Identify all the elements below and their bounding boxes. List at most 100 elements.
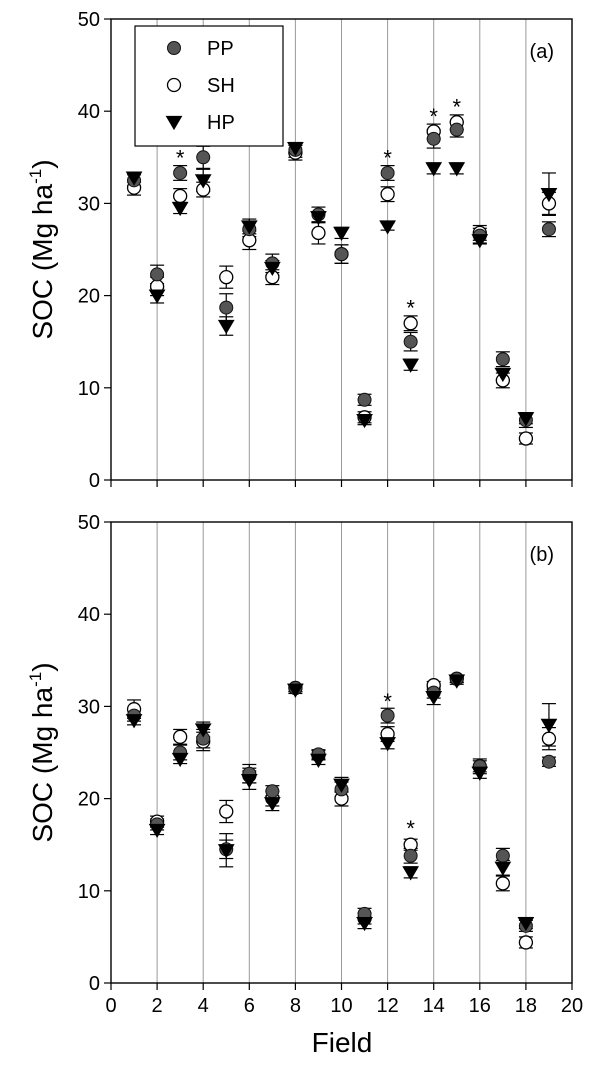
point-hp bbox=[217, 844, 235, 859]
x-tick-label: 20 bbox=[561, 995, 583, 1017]
point-hp bbox=[402, 358, 420, 373]
point-hp bbox=[540, 718, 558, 733]
point-hp bbox=[379, 737, 396, 752]
point-pp bbox=[219, 300, 234, 315]
point-hp bbox=[125, 714, 143, 729]
y-axis-label-text: SOC (Mg ha bbox=[27, 687, 58, 843]
x-tick-label: 0 bbox=[105, 995, 116, 1017]
y-tick-label: 0 bbox=[89, 973, 100, 995]
point-hp bbox=[125, 171, 143, 186]
point-sh bbox=[495, 876, 511, 891]
point-hp bbox=[517, 916, 535, 932]
y-tick-label: 20 bbox=[78, 286, 100, 308]
point-hp bbox=[356, 916, 373, 932]
point-hp bbox=[240, 774, 258, 789]
point-pp bbox=[380, 165, 395, 180]
point-hp bbox=[333, 778, 350, 793]
point-hp bbox=[448, 674, 466, 689]
legend-box bbox=[134, 25, 284, 147]
point-hp bbox=[194, 174, 212, 189]
point-hp bbox=[310, 211, 327, 226]
point-hp bbox=[425, 162, 443, 177]
y-tick-label: 30 bbox=[78, 696, 100, 718]
legend-marker-pp bbox=[167, 41, 181, 55]
panel-label: (b) bbox=[530, 544, 554, 566]
significance-marker: * bbox=[383, 689, 392, 714]
point-hp bbox=[448, 162, 466, 177]
x-tick-label: 4 bbox=[198, 995, 209, 1017]
legend-label-pp: PP bbox=[207, 38, 234, 60]
significance-marker: * bbox=[406, 296, 415, 321]
point-hp bbox=[310, 753, 327, 768]
significance-marker: * bbox=[176, 145, 185, 170]
point-hp bbox=[517, 412, 535, 427]
y-axis-label-close: ) bbox=[27, 159, 58, 168]
point-pp bbox=[196, 150, 211, 165]
point-pp bbox=[380, 708, 395, 723]
x-tick-label: 14 bbox=[423, 995, 445, 1017]
point-pp bbox=[541, 754, 556, 769]
point-hp bbox=[287, 141, 304, 157]
point-sh bbox=[172, 188, 188, 204]
point-hp bbox=[171, 752, 189, 768]
y-axis-label: SOC (Mg ha-1) bbox=[26, 159, 58, 339]
legend-label-hp: HP bbox=[207, 112, 235, 134]
point-pp bbox=[334, 247, 349, 262]
point-pp bbox=[265, 784, 280, 799]
x-tick-label: 8 bbox=[290, 995, 301, 1017]
point-hp bbox=[425, 691, 443, 706]
point-hp bbox=[171, 201, 189, 217]
point-hp bbox=[471, 234, 489, 249]
point-hp bbox=[333, 226, 350, 242]
y-axis-label-close: ) bbox=[27, 662, 58, 671]
x-tick-label: 6 bbox=[244, 995, 255, 1017]
significance-marker: * bbox=[452, 95, 461, 120]
y-axis-label: SOC (Mg ha-1) bbox=[26, 662, 58, 842]
point-hp bbox=[356, 413, 373, 429]
y-tick-label: 50 bbox=[78, 512, 100, 534]
point-pp bbox=[541, 222, 556, 237]
legend-label-sh: SH bbox=[207, 75, 235, 97]
point-hp bbox=[540, 188, 558, 203]
point-pp bbox=[495, 848, 510, 863]
point-pp bbox=[426, 131, 441, 146]
point-pp bbox=[357, 392, 372, 407]
panel-a: 0 10 20 30 40 50 SOC (Mg ha-1) (a) * * * * * PP SH HP bbox=[26, 9, 573, 492]
legend: PP SH HP bbox=[134, 25, 284, 147]
point-pp bbox=[449, 122, 464, 137]
x-tick-label: 10 bbox=[330, 995, 352, 1017]
point-pp bbox=[403, 334, 418, 349]
point-sh bbox=[403, 316, 418, 331]
y-tick-label: 0 bbox=[89, 470, 100, 492]
x-tick-label: 16 bbox=[469, 995, 491, 1017]
y-tick-label: 50 bbox=[78, 9, 100, 31]
y-tick-label: 10 bbox=[78, 881, 100, 903]
y-tick-label: 40 bbox=[78, 101, 100, 123]
point-hp bbox=[217, 319, 235, 335]
panel-label: (a) bbox=[530, 41, 554, 63]
y-tick-label: 40 bbox=[78, 604, 100, 626]
point-hp bbox=[263, 261, 281, 277]
x-axis-label: Field bbox=[312, 1027, 373, 1058]
y-tick-label: 30 bbox=[78, 193, 100, 215]
panel-b: 0 10 20 30 40 50 0 2 4 6 8 10 12 14 16 18 20 SOC (Mg ha-1… bbox=[26, 512, 583, 1017]
significance-marker: * bbox=[429, 104, 438, 129]
point-pp bbox=[150, 267, 165, 282]
x-tick-label: 12 bbox=[376, 995, 398, 1017]
point-pp bbox=[173, 165, 188, 180]
y-axis-label-superscript: -1 bbox=[26, 672, 45, 687]
legend-marker-sh bbox=[166, 77, 182, 93]
y-axis-label-superscript: -1 bbox=[26, 169, 45, 184]
point-sh bbox=[219, 270, 234, 285]
y-tick-label: 20 bbox=[78, 789, 100, 811]
point-hp bbox=[494, 861, 512, 876]
point-hp bbox=[494, 367, 512, 383]
significance-marker: * bbox=[406, 816, 415, 841]
y-tick-label: 10 bbox=[78, 378, 100, 400]
point-pp bbox=[495, 352, 510, 367]
point-sh bbox=[541, 731, 557, 746]
point-sh bbox=[518, 431, 534, 446]
point-hp bbox=[471, 766, 489, 781]
x-tick-label: 18 bbox=[515, 995, 537, 1017]
